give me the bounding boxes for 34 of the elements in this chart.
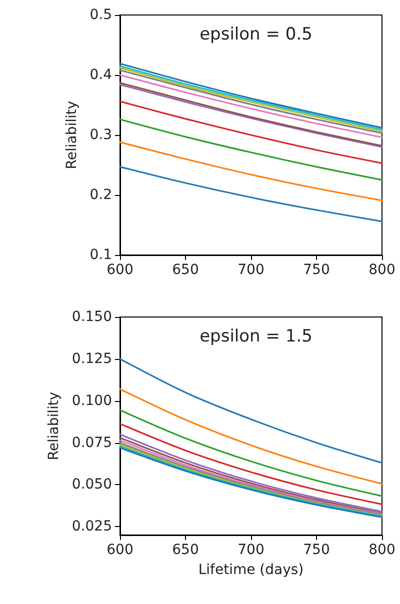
line-series bbox=[119, 141, 383, 202]
y-tick-label: 0.1 bbox=[90, 247, 112, 263]
x-tick-label: 750 bbox=[303, 542, 330, 558]
line-series bbox=[119, 166, 383, 222]
x-tick-label: 600 bbox=[106, 542, 134, 558]
text: epsilon = 0.5 bbox=[200, 24, 312, 44]
y-tick-label: 0.3 bbox=[90, 127, 112, 143]
line-series bbox=[119, 409, 383, 497]
y-axis-title: Reliability bbox=[64, 100, 80, 170]
x-tick-label: 700 bbox=[238, 262, 264, 278]
line-series bbox=[119, 100, 383, 164]
line-series bbox=[119, 388, 383, 485]
y-tick-label: 0.050 bbox=[72, 476, 112, 493]
y-tick-label: 0.025 bbox=[72, 518, 112, 535]
x-tick-label: 650 bbox=[172, 542, 199, 558]
y-tick-label: 0.100 bbox=[72, 392, 112, 409]
x-tick-label: 750 bbox=[303, 262, 330, 278]
y-tick-label: 0.150 bbox=[72, 309, 112, 325]
x-axis-title: Lifetime (days) bbox=[198, 562, 304, 578]
y-tick-label: 0.5 bbox=[90, 7, 112, 23]
y-tick-label: 0.075 bbox=[72, 434, 112, 451]
x-tick-label: 650 bbox=[172, 262, 199, 278]
line-series bbox=[119, 423, 383, 506]
y-tick-label: 0.4 bbox=[90, 67, 112, 83]
x-tick-label: 800 bbox=[368, 542, 396, 558]
x-tick-label: 600 bbox=[106, 262, 134, 278]
text: epsilon = 1.5 bbox=[200, 326, 312, 346]
y-axis-title: Reliability bbox=[46, 392, 62, 460]
y-tick-label: 0.125 bbox=[72, 350, 112, 367]
line-series bbox=[119, 358, 383, 464]
x-tick-label: 800 bbox=[368, 262, 396, 278]
x-tick-label: 700 bbox=[238, 542, 264, 558]
line-series bbox=[119, 118, 383, 181]
y-tick-label: 0.2 bbox=[90, 187, 112, 203]
